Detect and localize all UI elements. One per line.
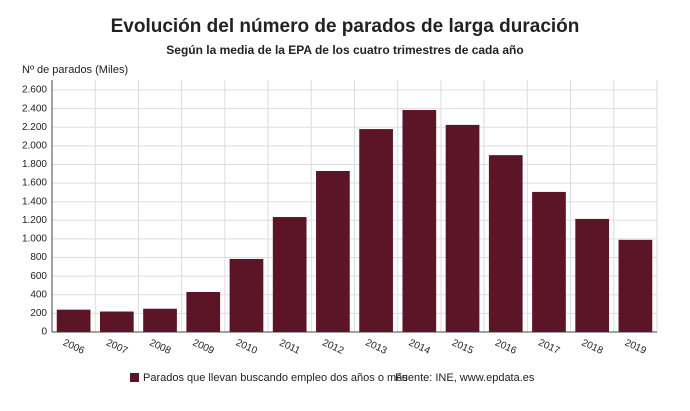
source: Fuente: INE, www.epdata.es — [395, 372, 535, 384]
bar — [488, 155, 523, 332]
bar — [56, 309, 91, 332]
bar — [575, 218, 610, 332]
bar — [532, 191, 566, 332]
y-tick-label: 400 — [30, 289, 47, 300]
y-tick-label: 2.000 — [22, 140, 47, 151]
bar — [143, 308, 177, 332]
bar — [445, 124, 480, 333]
y-tick-label: 600 — [30, 271, 47, 282]
x-tick-label: 2007 — [104, 337, 129, 357]
bar — [402, 110, 437, 332]
x-tick-label: 2013 — [364, 337, 389, 357]
x-tick-label: 2009 — [191, 337, 216, 357]
x-tick-label: 2016 — [493, 337, 518, 357]
y-tick-label: 2.200 — [22, 122, 47, 133]
x-tick-label: 2015 — [450, 337, 475, 357]
y-tick-label: 1.400 — [22, 196, 47, 207]
y-tick-label: 1.000 — [22, 234, 47, 245]
bar — [229, 258, 264, 332]
bar — [618, 239, 653, 332]
x-tick-label: 2006 — [61, 337, 86, 357]
y-tick-label: 800 — [30, 252, 47, 263]
bar — [316, 170, 350, 332]
bar — [359, 129, 393, 332]
x-tick-label: 2011 — [278, 338, 303, 357]
x-tick-label: 2019 — [623, 337, 648, 357]
x-tick-label: 2017 — [536, 337, 561, 357]
x-tick-label: 2018 — [580, 337, 605, 357]
y-tick-label: 1.800 — [22, 159, 47, 170]
y-tick-label: 1.600 — [22, 178, 47, 189]
x-tick-label: 2010 — [234, 337, 259, 357]
legend-label: Parados que llevan buscando empleo dos a… — [143, 372, 408, 384]
x-tick-label: 2008 — [148, 337, 173, 357]
y-tick-label: 0 — [41, 327, 47, 338]
legend-swatch — [130, 373, 139, 382]
y-tick-label: 2.600 — [22, 85, 47, 96]
x-tick-label: 2014 — [407, 337, 432, 357]
bar — [272, 217, 307, 332]
x-tick-label: 2012 — [320, 337, 345, 357]
bar — [99, 311, 134, 332]
chart-subtitle: Según la media de la EPA de los cuatro t… — [166, 43, 523, 57]
y-tick-label: 1.200 — [22, 215, 47, 226]
chart-title: Evolución del número de parados de larga… — [111, 16, 580, 37]
bar — [186, 291, 221, 332]
y-tick-label: 200 — [30, 308, 47, 319]
y-tick-label: 2.400 — [22, 103, 47, 114]
y-axis-label: Nº de parados (Miles) — [22, 64, 128, 76]
